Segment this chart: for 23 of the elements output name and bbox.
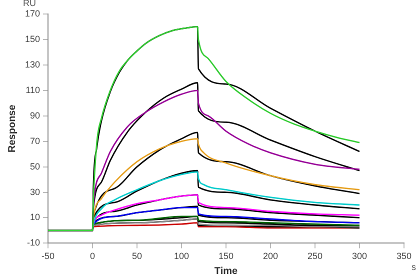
x-tick-label: 100: [174, 251, 190, 262]
y-axis-title: Response: [6, 104, 18, 152]
x-tick-label: -50: [42, 251, 55, 262]
y-tick-label: 150: [24, 34, 40, 44]
y-tick-label: 30: [30, 186, 40, 197]
x-tick-label: 350: [396, 251, 412, 262]
y-tick-label: -10: [27, 238, 40, 248]
x-tick-label: 150: [218, 251, 234, 262]
text: RU: [23, 0, 36, 8]
x-axis-title: Time: [214, 266, 238, 277]
x-tick-label: 200: [262, 251, 278, 262]
y-tick-label: 170: [24, 8, 40, 18]
y-tick-label: 130: [24, 59, 40, 70]
x-tick-label: 300: [352, 251, 368, 262]
y-tick-label: 110: [26, 84, 40, 95]
x-tick-label: 0: [90, 251, 96, 262]
y-tick-label: 70: [30, 136, 40, 146]
x-tick-label: 50: [132, 251, 142, 262]
y-tick-label: 50: [30, 161, 40, 172]
y-tick-label: 90: [30, 110, 40, 120]
x-tick-label: 250: [307, 251, 323, 262]
text: s: [412, 262, 416, 272]
y-tick-label: 10: [30, 212, 40, 222]
